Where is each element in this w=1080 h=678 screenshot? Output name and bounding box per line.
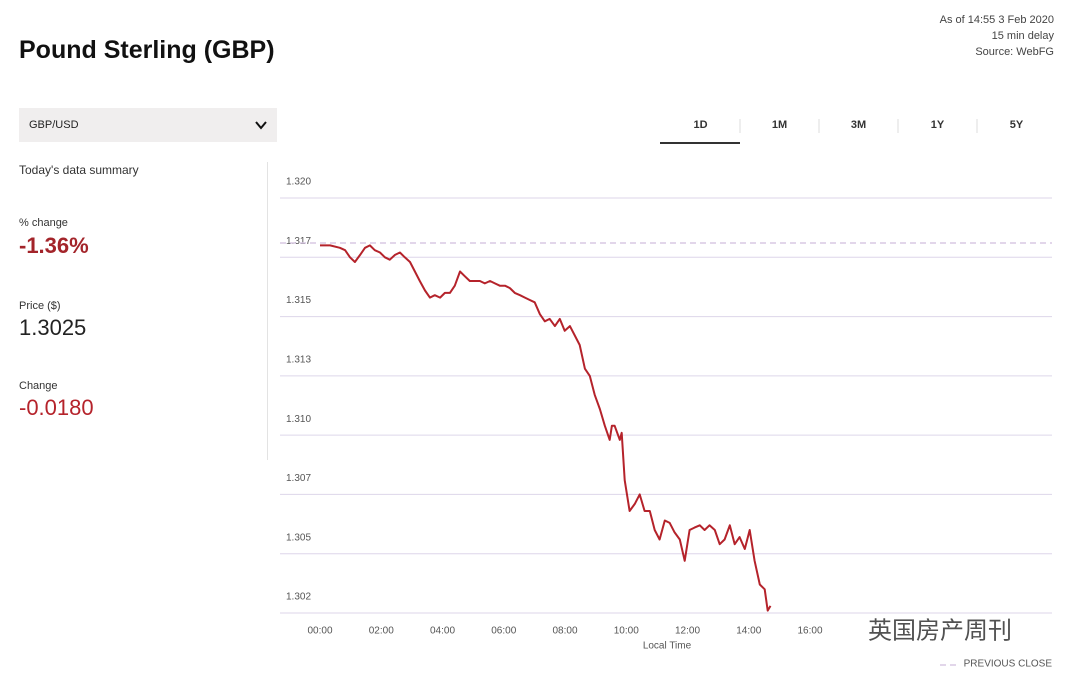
- summary-value: 1.3025: [19, 315, 87, 340]
- price-line: [320, 244, 772, 612]
- y-tick-label: 1.320: [286, 177, 311, 188]
- tab[interactable]: 1M: [771, 119, 788, 131]
- pair-dropdown[interactable]: GBP/USD: [19, 108, 277, 142]
- meta-source: Source: WebFG: [975, 46, 1054, 58]
- chevron: [255, 121, 267, 130]
- dropdown-label: GBP/USD: [29, 119, 79, 131]
- divider: [267, 162, 268, 460]
- summary-label: Price ($): [19, 300, 61, 312]
- summary-value: -0.0180: [19, 395, 94, 420]
- y-tick-label: 1.302: [286, 592, 311, 603]
- tab[interactable]: 1D: [693, 119, 708, 131]
- tab-underline: [660, 142, 740, 144]
- summary-label: % change: [19, 217, 68, 229]
- y-tick-label: 1.315: [286, 295, 311, 306]
- x-tick-label: 08:00: [552, 626, 577, 637]
- y-tick-label: 1.317: [286, 236, 311, 247]
- x-tick-label: 06:00: [491, 626, 516, 637]
- x-axis-label: Local Time: [643, 641, 692, 652]
- summary-label: Change: [19, 380, 58, 392]
- watermark: 英国房产周刊: [868, 617, 1012, 644]
- summary-heading: Today's data summary: [19, 163, 139, 177]
- meta-time: As of 14:55 3 Feb 2020: [939, 14, 1054, 26]
- x-tick-label: 12:00: [675, 626, 700, 637]
- tab[interactable]: 3M: [850, 119, 867, 131]
- y-tick-label: 1.305: [286, 532, 311, 543]
- x-tick-label: 02:00: [369, 626, 394, 637]
- tab[interactable]: 1Y: [930, 119, 945, 131]
- page-title: Pound Sterling (GBP): [19, 36, 275, 64]
- x-tick-label: 10:00: [614, 626, 639, 637]
- meta-delay: 15 min delay: [991, 30, 1054, 42]
- tab[interactable]: 5Y: [1009, 119, 1024, 131]
- y-tick-label: 1.313: [286, 354, 311, 365]
- x-tick-label: 16:00: [797, 626, 822, 637]
- summary-value: -1.36%: [19, 233, 89, 258]
- x-tick-label: 14:00: [736, 626, 761, 637]
- y-tick-label: 1.310: [286, 414, 311, 425]
- y-tick-label: 1.307: [286, 473, 311, 484]
- x-tick-label: 00:00: [307, 626, 332, 637]
- x-tick-label: 04:00: [430, 626, 455, 637]
- legend-label: PREVIOUS CLOSE: [964, 659, 1053, 670]
